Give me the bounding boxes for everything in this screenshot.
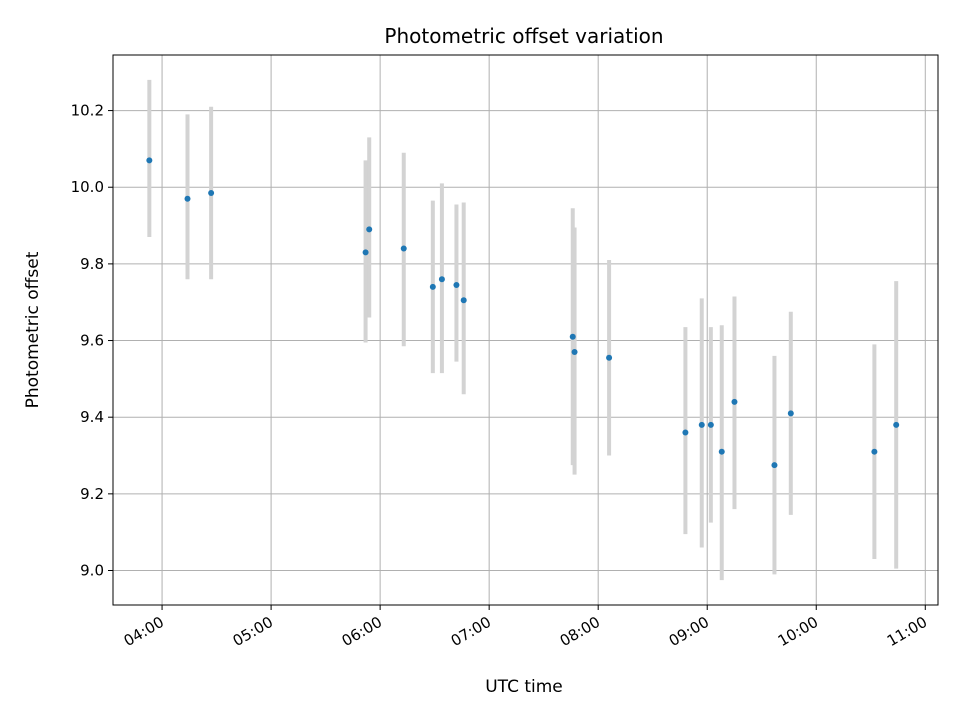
data-point (871, 448, 878, 455)
data-point (184, 195, 191, 202)
data-point (208, 189, 215, 196)
data-point (718, 448, 725, 455)
data-point (707, 421, 714, 428)
data-point (429, 283, 436, 290)
y-axis-ticks: 9.0 9.2 9.4 9.6 9.8 10.0 10.2 (71, 102, 113, 580)
data-point (606, 354, 613, 361)
y-tick-label: 9.8 (80, 255, 104, 273)
data-point (460, 297, 467, 304)
y-tick-label: 9.6 (80, 332, 104, 350)
data-point (771, 462, 778, 469)
y-tick-label: 9.2 (80, 485, 104, 503)
data-point (362, 249, 369, 256)
data-point (787, 410, 794, 417)
x-axis-label: UTC time (485, 677, 563, 697)
data-point (453, 281, 460, 288)
data-point (569, 333, 576, 340)
data-point (698, 421, 705, 428)
y-axis-label: Photometric offset (23, 251, 43, 408)
data-point (682, 429, 689, 436)
data-point (438, 276, 445, 283)
y-tick-label: 10.0 (71, 178, 104, 196)
data-points (146, 157, 900, 469)
data-point (893, 421, 900, 428)
data-point (366, 226, 373, 233)
y-tick-label: 9.4 (80, 408, 104, 426)
data-point (731, 398, 738, 405)
data-point (146, 157, 153, 164)
plot-frame (112, 54, 939, 606)
y-tick-label: 9.0 (80, 562, 104, 580)
chart-title: Photometric offset variation (384, 24, 663, 48)
y-tick-label: 10.2 (71, 102, 104, 120)
grid-lines (113, 55, 938, 605)
data-point (400, 245, 407, 252)
data-point (571, 349, 578, 356)
